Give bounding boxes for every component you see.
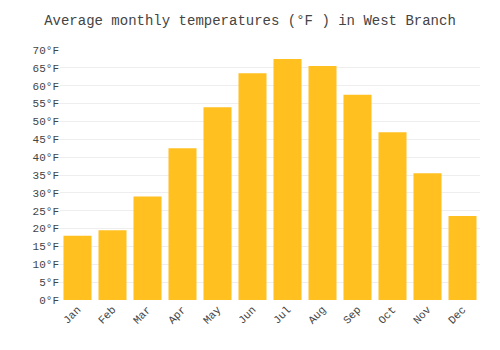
svg-text:Jul: Jul	[271, 304, 293, 326]
svg-text:May: May	[201, 304, 224, 327]
svg-text:70°F: 70°F	[33, 45, 59, 57]
svg-text:Sep: Sep	[341, 304, 363, 326]
svg-text:0°F: 0°F	[39, 295, 59, 307]
svg-text:60°F: 60°F	[33, 81, 59, 93]
svg-text:20°F: 20°F	[33, 223, 59, 235]
svg-text:Jan: Jan	[61, 304, 83, 326]
svg-text:Oct: Oct	[376, 304, 398, 326]
svg-text:Aug: Aug	[306, 304, 328, 326]
svg-text:Apr: Apr	[166, 304, 188, 326]
svg-text:15°F: 15°F	[33, 241, 59, 253]
svg-text:30°F: 30°F	[33, 188, 59, 200]
svg-text:Jun: Jun	[236, 304, 258, 326]
svg-text:50°F: 50°F	[33, 116, 59, 128]
svg-text:65°F: 65°F	[33, 63, 59, 75]
svg-text:25°F: 25°F	[33, 206, 59, 218]
svg-text:Dec: Dec	[446, 304, 468, 326]
svg-text:Average monthly temperatures (: Average monthly temperatures (°F ) in We…	[44, 13, 456, 29]
svg-text:Nov: Nov	[411, 304, 434, 327]
svg-text:Feb: Feb	[96, 304, 118, 326]
svg-text:Mar: Mar	[131, 304, 153, 326]
svg-text:40°F: 40°F	[33, 152, 59, 164]
svg-text:35°F: 35°F	[33, 170, 59, 182]
svg-text:10°F: 10°F	[33, 259, 59, 271]
svg-text:5°F: 5°F	[39, 277, 59, 289]
svg-text:45°F: 45°F	[33, 134, 59, 146]
svg-text:55°F: 55°F	[33, 98, 59, 110]
